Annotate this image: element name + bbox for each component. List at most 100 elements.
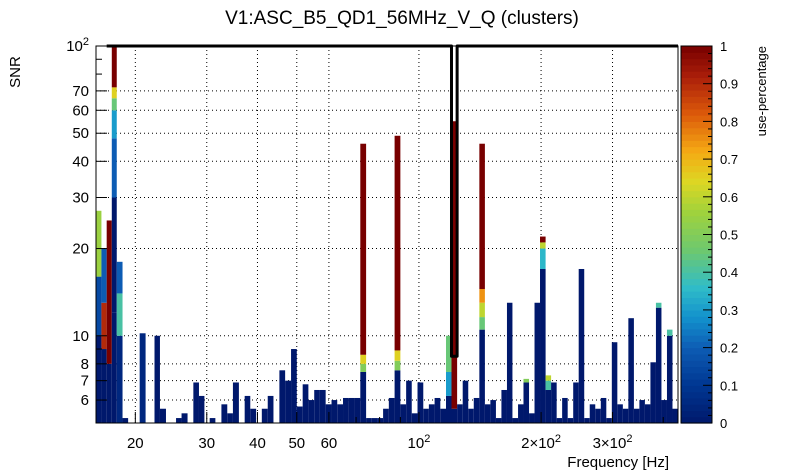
heatmap-cell [116, 335, 123, 423]
heatmap-cell [484, 404, 491, 423]
heatmap-cell [545, 380, 552, 390]
heatmap-cell [512, 418, 519, 423]
heatmap-cell [495, 418, 502, 423]
heatmap-cell [428, 404, 435, 423]
heatmap-cell [111, 197, 117, 313]
heatmap-cell [377, 418, 384, 423]
color-scale-band [681, 240, 712, 248]
heatmap-cell [111, 98, 117, 111]
color-scale-band [681, 71, 712, 79]
color-scale-band [681, 366, 712, 374]
color-scale-band [681, 133, 712, 141]
heatmap-cell [101, 349, 107, 423]
heatmap-cell [198, 395, 205, 423]
heatmap-cell [139, 333, 146, 423]
color-scale-band [681, 410, 712, 418]
z-tick-label: 0.1 [720, 378, 738, 393]
outline-layer [106, 44, 678, 358]
heatmap-cell [666, 329, 673, 336]
color-scale-band [681, 196, 712, 204]
heatmap-cell [666, 335, 673, 423]
z-tick-label: 0.9 [720, 77, 738, 92]
heatmap-cell [96, 210, 102, 277]
heatmap-cell [545, 375, 552, 381]
heatmap-cell [116, 261, 123, 294]
heatmap-cell [479, 143, 485, 290]
heatmap-cell [451, 121, 458, 409]
heatmap-cell [633, 408, 640, 423]
heatmap-cell [540, 268, 546, 423]
heatmap-cell [551, 382, 557, 423]
y-tick-label: 30 [72, 190, 89, 207]
y-tick-label: 10 [72, 328, 89, 345]
color-scale-band [681, 247, 712, 254]
color-scale-band [681, 372, 712, 380]
heatmap-cell [479, 289, 485, 303]
heatmap-cell [360, 354, 367, 364]
z-tick-label: 1 [720, 39, 727, 54]
heatmap-cell [296, 406, 303, 423]
heatmap-cell [159, 408, 166, 423]
z-axis-label: use-percentage [754, 46, 769, 136]
heatmap-cell [96, 335, 102, 423]
color-scale-band [681, 228, 712, 236]
heatmap-cell [400, 404, 407, 423]
x-axis-label: Frequency [Hz] [567, 454, 669, 471]
heatmap-cell [181, 413, 188, 423]
heatmap-cell [176, 418, 182, 423]
y-axis: 6 78 10 20 30 40 50 60 70 102 [66, 36, 107, 424]
heatmap-cell [111, 110, 117, 139]
heatmap-cell [490, 400, 496, 423]
color-scale-band [681, 140, 712, 148]
color-scale-band [681, 83, 712, 91]
color-scale-band [681, 253, 712, 261]
heatmap-cell [337, 404, 344, 423]
color-scale-band [681, 102, 712, 110]
heatmap-cell [584, 418, 590, 423]
heatmap-cell [518, 404, 524, 423]
heatmap-cell [440, 408, 446, 423]
heatmap-cell [406, 380, 412, 423]
color-scale-band [681, 341, 712, 349]
color-scale-band [681, 328, 712, 336]
x-tick-label: 40 [249, 435, 266, 452]
color-scale-band [681, 165, 712, 173]
color-scale-band [681, 397, 712, 405]
z-tick-label: 0.5 [720, 228, 738, 243]
z-tick-label: 0.3 [720, 303, 738, 318]
color-scale-band [681, 46, 712, 53]
heatmap-cell [644, 404, 651, 423]
heatmap-cell [606, 418, 612, 423]
heatmap-cell [578, 268, 585, 423]
heatmap-cell [589, 404, 596, 423]
heatmap-cell [394, 350, 401, 361]
heatmap-cell [655, 302, 662, 308]
color-scale-band [681, 272, 712, 280]
color-scale-band [681, 404, 712, 412]
color-scale-band [681, 291, 712, 298]
heatmap-cell [227, 413, 233, 423]
heatmap-cell [523, 382, 530, 423]
heatmap-cell [111, 87, 117, 99]
heatmap-cell [250, 408, 257, 423]
color-scale-band [681, 152, 712, 160]
heatmap-cells [96, 46, 678, 423]
x-tick-label: 60 [321, 435, 338, 452]
heatmap-cell [468, 408, 474, 423]
heatmap-cell [360, 143, 367, 355]
heatmap-cell [106, 363, 112, 423]
heatmap-cell [567, 418, 574, 423]
color-scale-band [681, 89, 712, 97]
heatmap-cell [116, 293, 123, 336]
heatmap-cell [209, 418, 216, 423]
heatmap-cell [672, 408, 678, 423]
y-tick-label: 70 [72, 83, 89, 100]
color-scale-band [681, 322, 712, 330]
heatmap-cell [193, 382, 199, 423]
color-scale-band [681, 64, 712, 72]
heatmap-cell [314, 389, 320, 423]
heatmap-cell [111, 46, 117, 88]
heatmap-cell [622, 408, 629, 423]
color-scale-band [681, 265, 712, 273]
